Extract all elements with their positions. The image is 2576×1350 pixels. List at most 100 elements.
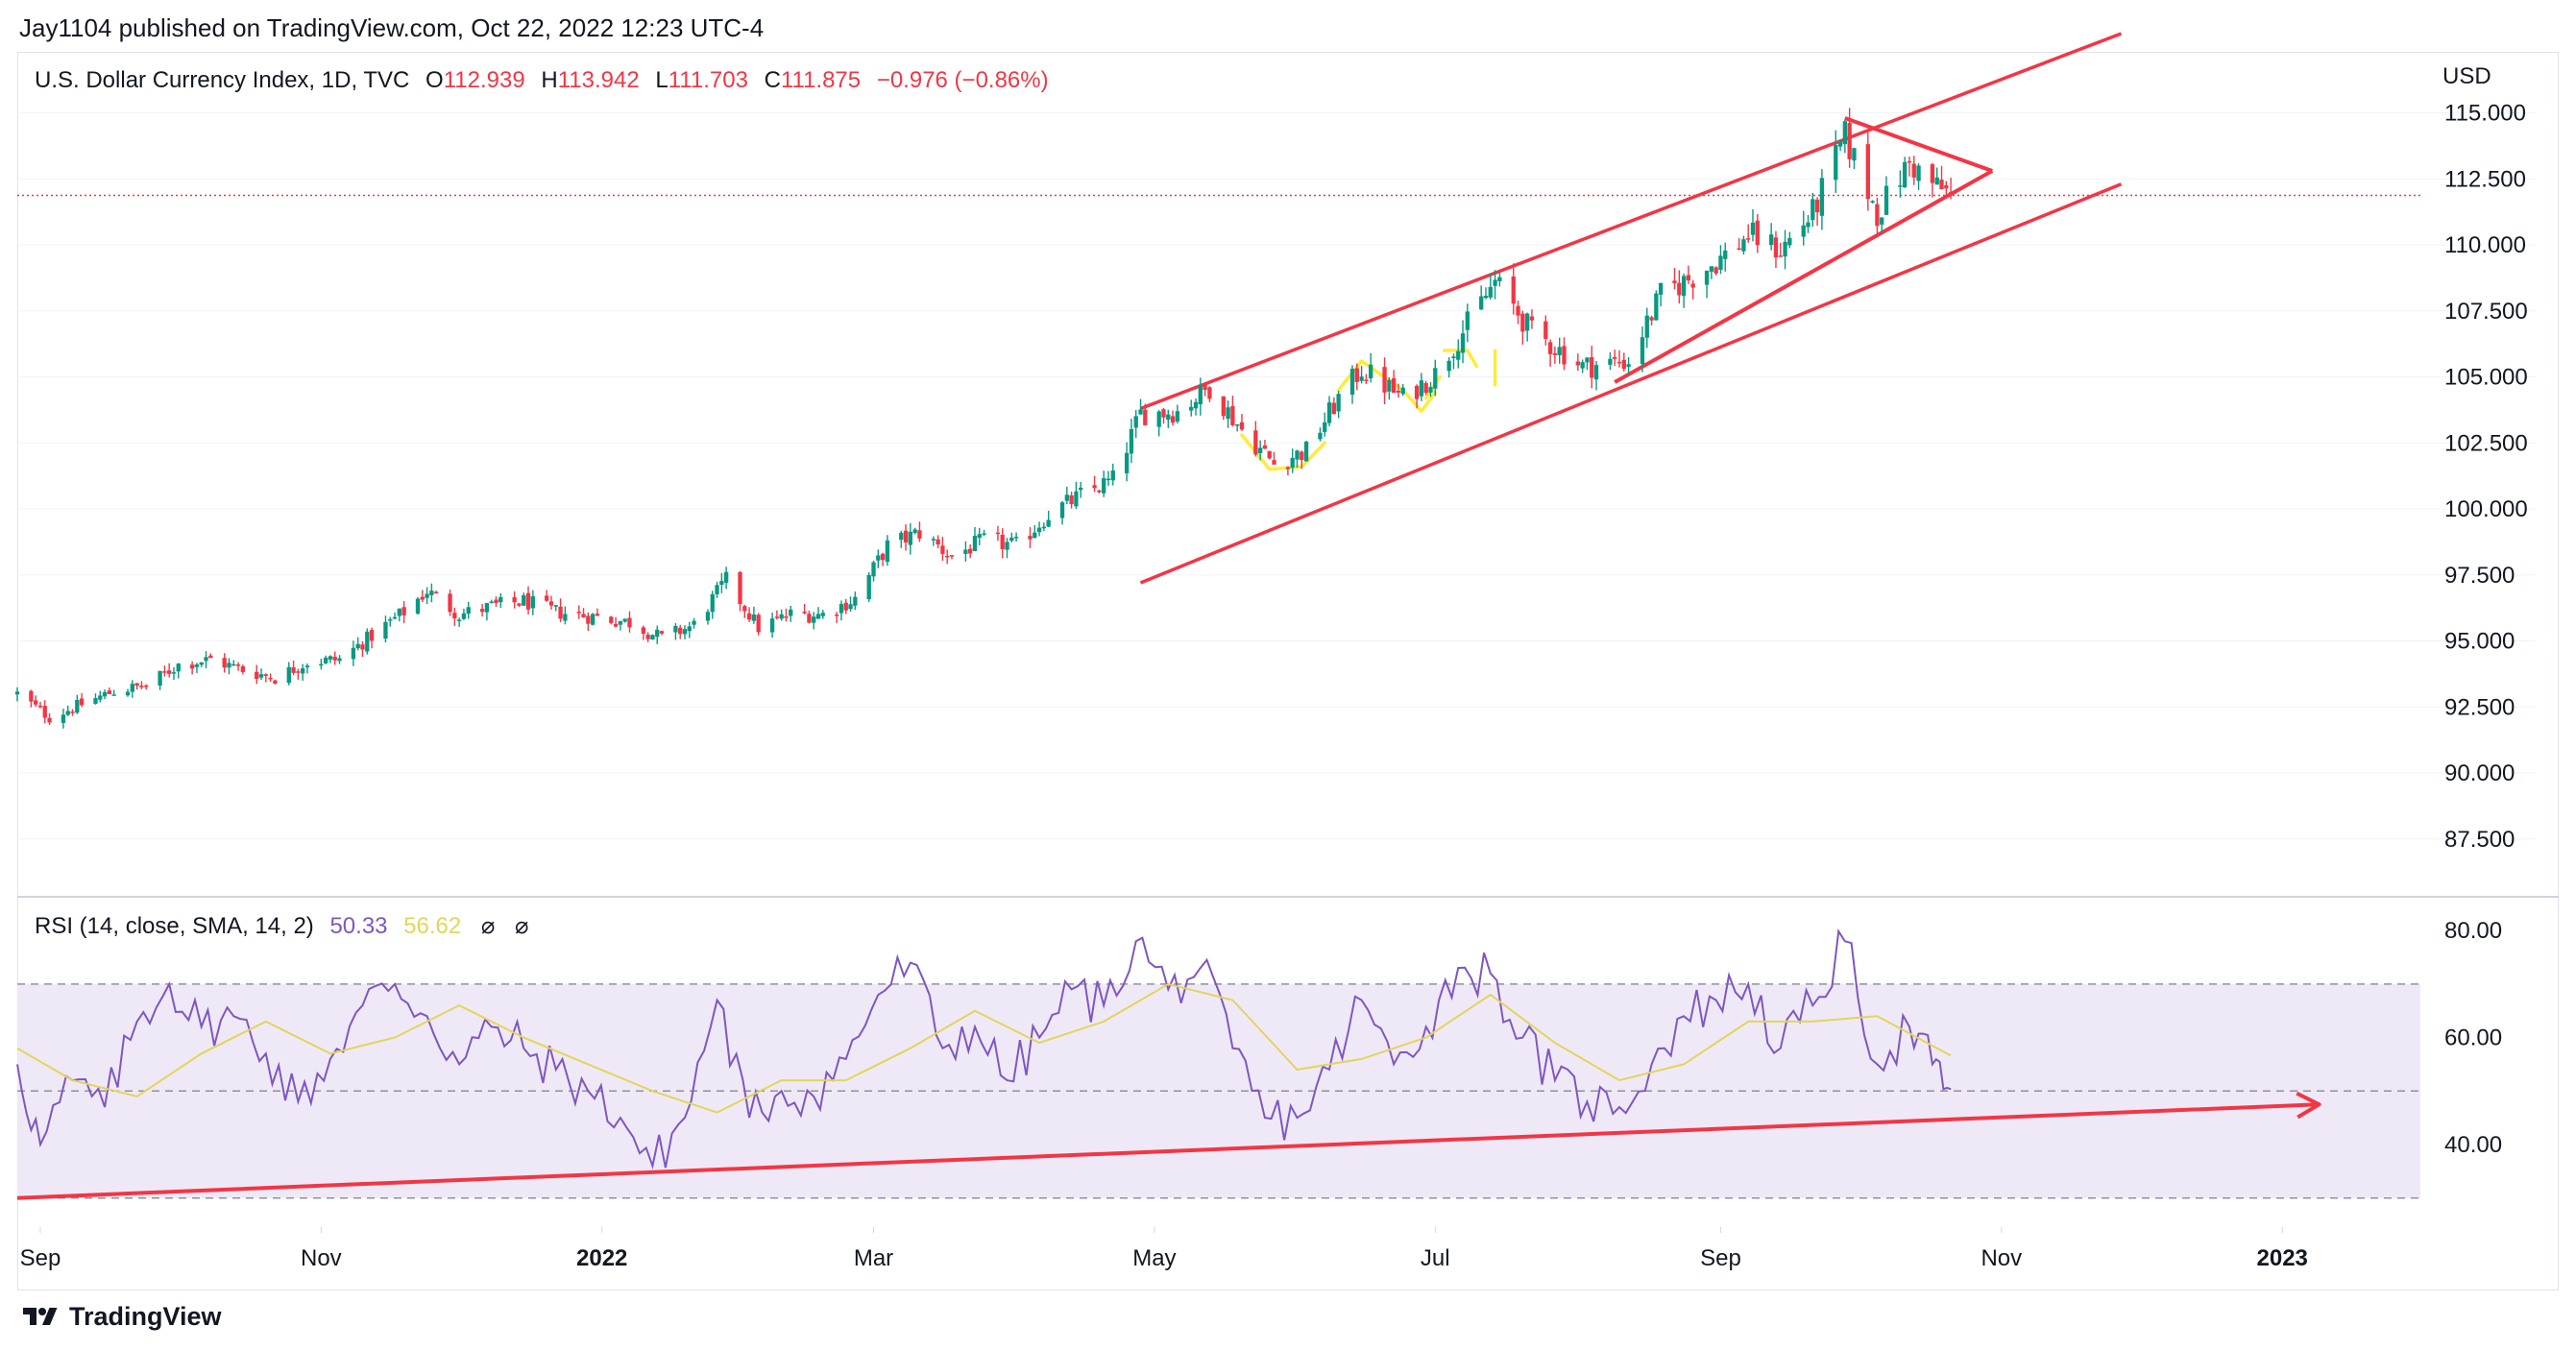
candle-body [1778, 255, 1783, 257]
candle-body [609, 616, 614, 623]
candle-body [448, 593, 452, 613]
candle-body [1621, 359, 1626, 370]
candle-body [949, 555, 955, 557]
candle-body [613, 623, 619, 627]
high-value: 113.942 [557, 67, 640, 93]
candle-body [1783, 241, 1787, 257]
candle-body [484, 603, 490, 613]
candle-body [682, 629, 688, 635]
candle-body [848, 604, 853, 610]
candle-body [360, 644, 365, 650]
candle-body [1713, 267, 1718, 274]
candle-body [79, 698, 85, 706]
candle-body [1207, 387, 1212, 399]
candle-body [332, 656, 337, 661]
candle-body [885, 540, 890, 563]
candle-body [235, 664, 241, 666]
candle-body [558, 606, 563, 619]
price-axis[interactable]: 87.500 90.000 92.500 95.000 97.500 100.000 102… [2444, 101, 2528, 853]
candle-body [1852, 148, 1857, 161]
rsi-tick-label: 40.00 [2444, 1132, 2502, 1158]
candle-body [876, 555, 881, 561]
candle-body [705, 612, 711, 621]
time-axis[interactable]: Sep Nov 2022 Mar May Jul Sep Nov 2023 [20, 1227, 2308, 1271]
candle-body [323, 657, 328, 663]
rsi-tick-label: 60.00 [2444, 1025, 2502, 1051]
candle-body [977, 534, 982, 539]
rsi-ma-value: 56.62 [403, 913, 462, 939]
footer-brand[interactable]: TradingView [19, 1302, 222, 1332]
candle-body [650, 635, 655, 640]
candle-body [1013, 537, 1019, 539]
candle-body [710, 593, 715, 613]
candle-body [144, 685, 149, 687]
candle-body [1511, 276, 1516, 304]
candle-body [1718, 255, 1723, 270]
candle-body [1354, 368, 1359, 382]
candle-body [1593, 365, 1599, 380]
rsi-legend[interactable]: RSI (14, close, SMA, 14, 2) 50.33 56.62 … [35, 912, 529, 940]
candle-body [1138, 409, 1143, 415]
candle-body [388, 618, 393, 621]
candle-body [1391, 378, 1397, 394]
candle-body [304, 665, 310, 668]
symbol-title[interactable]: U.S. Dollar Currency Index, 1D, TVC [35, 67, 410, 93]
candle-body [1608, 358, 1613, 365]
close-key: C [764, 67, 781, 93]
time-tick-label: May [1132, 1245, 1176, 1271]
candle-body [1557, 347, 1562, 355]
channel-lower-line [1139, 182, 2123, 585]
candle-body [1590, 357, 1594, 378]
price-trendlines[interactable] [1139, 32, 2123, 585]
open-value: 112.939 [443, 67, 525, 93]
candle-body [1198, 384, 1203, 405]
candle-body [1300, 451, 1304, 461]
candle-body [167, 670, 172, 674]
candle-body [936, 539, 940, 545]
candle-body [489, 601, 494, 604]
candle-body [337, 658, 342, 662]
rsi-pane[interactable]: 40.00 60.00 80.00 [16, 918, 2502, 1200]
candle-body [365, 631, 370, 652]
price-tick-label: 105.000 [2444, 365, 2528, 391]
rsi-trendline [16, 1102, 2320, 1200]
candle-body [1175, 411, 1180, 422]
candle-body [1046, 519, 1051, 527]
candle-body [522, 595, 526, 606]
candle-body [1654, 293, 1659, 321]
candle-body [1903, 161, 1908, 188]
candle-body [1880, 217, 1884, 225]
candle-body [383, 621, 388, 639]
channel-upper-line [1139, 32, 2123, 411]
candle-body [692, 620, 696, 625]
candle-body [1755, 220, 1760, 246]
candle-body [820, 613, 825, 616]
candle-body [231, 663, 236, 666]
candle-body [194, 664, 200, 667]
candle-body [512, 596, 517, 603]
candle-body [1033, 532, 1037, 539]
candle-body [1318, 432, 1323, 440]
candle-body [982, 533, 986, 535]
candle-body [1129, 428, 1134, 454]
candle-body [912, 529, 917, 533]
price-tick-label: 115.000 [2444, 101, 2526, 127]
candle-body [1806, 222, 1810, 228]
candle-body [1672, 280, 1677, 283]
candle-body [1944, 184, 1949, 189]
symbol-legend[interactable]: U.S. Dollar Currency Index, 1D, TVC O112… [35, 67, 1049, 94]
candle-body [199, 662, 204, 665]
currency-label[interactable]: USD [2442, 63, 2491, 89]
candle-body [130, 684, 134, 692]
chart-frame [17, 52, 2559, 1290]
candle-body [1166, 414, 1171, 421]
candle-body [1741, 239, 1746, 252]
candle-body [1543, 321, 1548, 339]
candle-body [586, 615, 591, 624]
candle-body [940, 545, 945, 554]
rsi-title[interactable]: RSI (14, close, SMA, 14, 2) [35, 913, 314, 939]
candle-body [1285, 467, 1291, 470]
candle-body [1837, 141, 1843, 147]
candle-body [1451, 356, 1456, 359]
